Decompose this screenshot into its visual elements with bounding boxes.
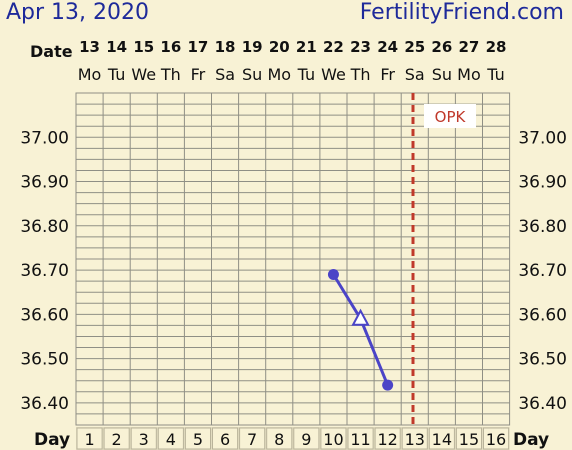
date-label: 23 (350, 38, 371, 56)
day-label: 12 (377, 430, 397, 449)
weekday-label: Mo (267, 65, 291, 84)
weekday-label: Tu (107, 65, 125, 84)
chart-date-title: Apr 13, 2020 (6, 0, 150, 25)
day-label: 9 (301, 430, 311, 449)
weekday-label: Tu (486, 65, 504, 84)
day-cell (212, 427, 239, 450)
day-label: 6 (220, 430, 230, 449)
date-label: 27 (459, 38, 480, 56)
day-cell (184, 427, 211, 450)
day-cell (374, 427, 401, 450)
day-label: 14 (432, 430, 452, 449)
y-tick-label-right: 36.40 (518, 394, 567, 414)
date-label: 24 (377, 38, 398, 56)
day-label: 16 (486, 430, 506, 449)
weekday-label: Fr (191, 65, 206, 84)
day-label: 2 (112, 430, 122, 449)
weekday-label: Th (160, 65, 181, 84)
y-tick-label-left: 36.80 (20, 217, 69, 237)
y-axis-left: 37.00 36.90 36.80 36.70 36.60 36.50 36.40 (20, 128, 69, 414)
y-axis-right: 37.00 36.90 36.80 36.70 36.60 36.50 36.40 (518, 128, 567, 414)
y-tick-label-left: 37.00 (20, 128, 69, 148)
day-cell (266, 427, 293, 450)
weekday-label: We (131, 65, 156, 84)
day-label: 13 (405, 430, 425, 449)
date-label: 13 (79, 38, 100, 56)
day-label: 15 (459, 430, 479, 449)
weekday-label: Mo (78, 65, 102, 84)
date-label: 18 (215, 38, 236, 56)
date-label: 28 (486, 38, 507, 56)
date-row-label: Date (30, 42, 73, 61)
day-cell (157, 427, 184, 450)
y-tick-label-left: 36.40 (20, 394, 69, 414)
day-cell (130, 427, 157, 450)
day-cell (103, 427, 130, 450)
day-cell (347, 427, 374, 450)
date-label: 20 (269, 38, 290, 56)
y-tick-label-right: 36.70 (518, 261, 567, 281)
date-label: 25 (404, 38, 425, 56)
y-tick-label-right: 36.60 (518, 305, 567, 325)
date-label: 15 (133, 38, 154, 56)
weekday-label: Fr (380, 65, 395, 84)
opk-label: OPK (435, 108, 467, 126)
y-tick-label-right: 37.00 (518, 128, 567, 148)
day-cell (401, 427, 428, 450)
weekday-label: Sa (215, 65, 235, 84)
day-row: 1 2 3 4 5 6 7 8 9 10 11 12 13 14 15 16 (76, 427, 510, 450)
day-cell (293, 427, 320, 450)
y-tick-label-right: 36.90 (518, 173, 567, 193)
weekday-label: Tu (297, 65, 315, 84)
weekday-label: Sa (405, 65, 425, 84)
day-label: 5 (193, 430, 203, 449)
weekday-label: Th (350, 65, 371, 84)
day-label: 3 (139, 430, 149, 449)
date-label: 21 (296, 38, 317, 56)
date-label: 22 (323, 38, 344, 56)
day-label: 8 (274, 430, 284, 449)
y-tick-label-right: 36.50 (518, 350, 567, 370)
weekday-label: We (321, 65, 346, 84)
day-cell (76, 427, 103, 450)
data-point-triangle (351, 308, 370, 326)
day-cell (483, 427, 510, 450)
site-logo-text: FertilityFriend.com (359, 0, 564, 25)
weekday-label: Su (432, 65, 452, 84)
day-label: 1 (84, 430, 94, 449)
y-tick-label-left: 36.50 (20, 350, 69, 370)
day-row-band (76, 427, 510, 450)
y-tick-label-left: 36.90 (20, 173, 69, 193)
date-label: 26 (431, 38, 452, 56)
day-cell (455, 427, 482, 450)
day-row-label-right: Day (513, 430, 549, 450)
chart-grid (75, 92, 511, 426)
weekday-label: Mo (457, 65, 481, 84)
day-cell (428, 427, 455, 450)
day-row-label-left: Day (34, 430, 70, 450)
y-tick-label-left: 36.60 (20, 305, 69, 325)
day-cell (239, 427, 266, 450)
date-label: 19 (242, 38, 263, 56)
data-point (327, 268, 339, 280)
opk-label-bg (424, 104, 476, 128)
y-tick-label-right: 36.80 (518, 217, 567, 237)
date-label: 17 (188, 38, 209, 56)
day-cell (320, 427, 347, 450)
date-label: 16 (160, 38, 181, 56)
date-label: 14 (106, 38, 127, 56)
day-label: 7 (247, 430, 257, 449)
day-label: 4 (166, 430, 176, 449)
weekday-label: Su (242, 65, 262, 84)
y-tick-label-left: 36.70 (20, 261, 69, 281)
opk-marker: OPK (411, 93, 476, 425)
day-label: 11 (350, 430, 370, 449)
day-label: 10 (323, 430, 343, 449)
date-row: 13Mo14Tu15We16Th17Fr18Sa19Su20Mo21Tu22We… (78, 38, 507, 84)
data-point (382, 379, 394, 391)
temperature-series (327, 268, 394, 391)
